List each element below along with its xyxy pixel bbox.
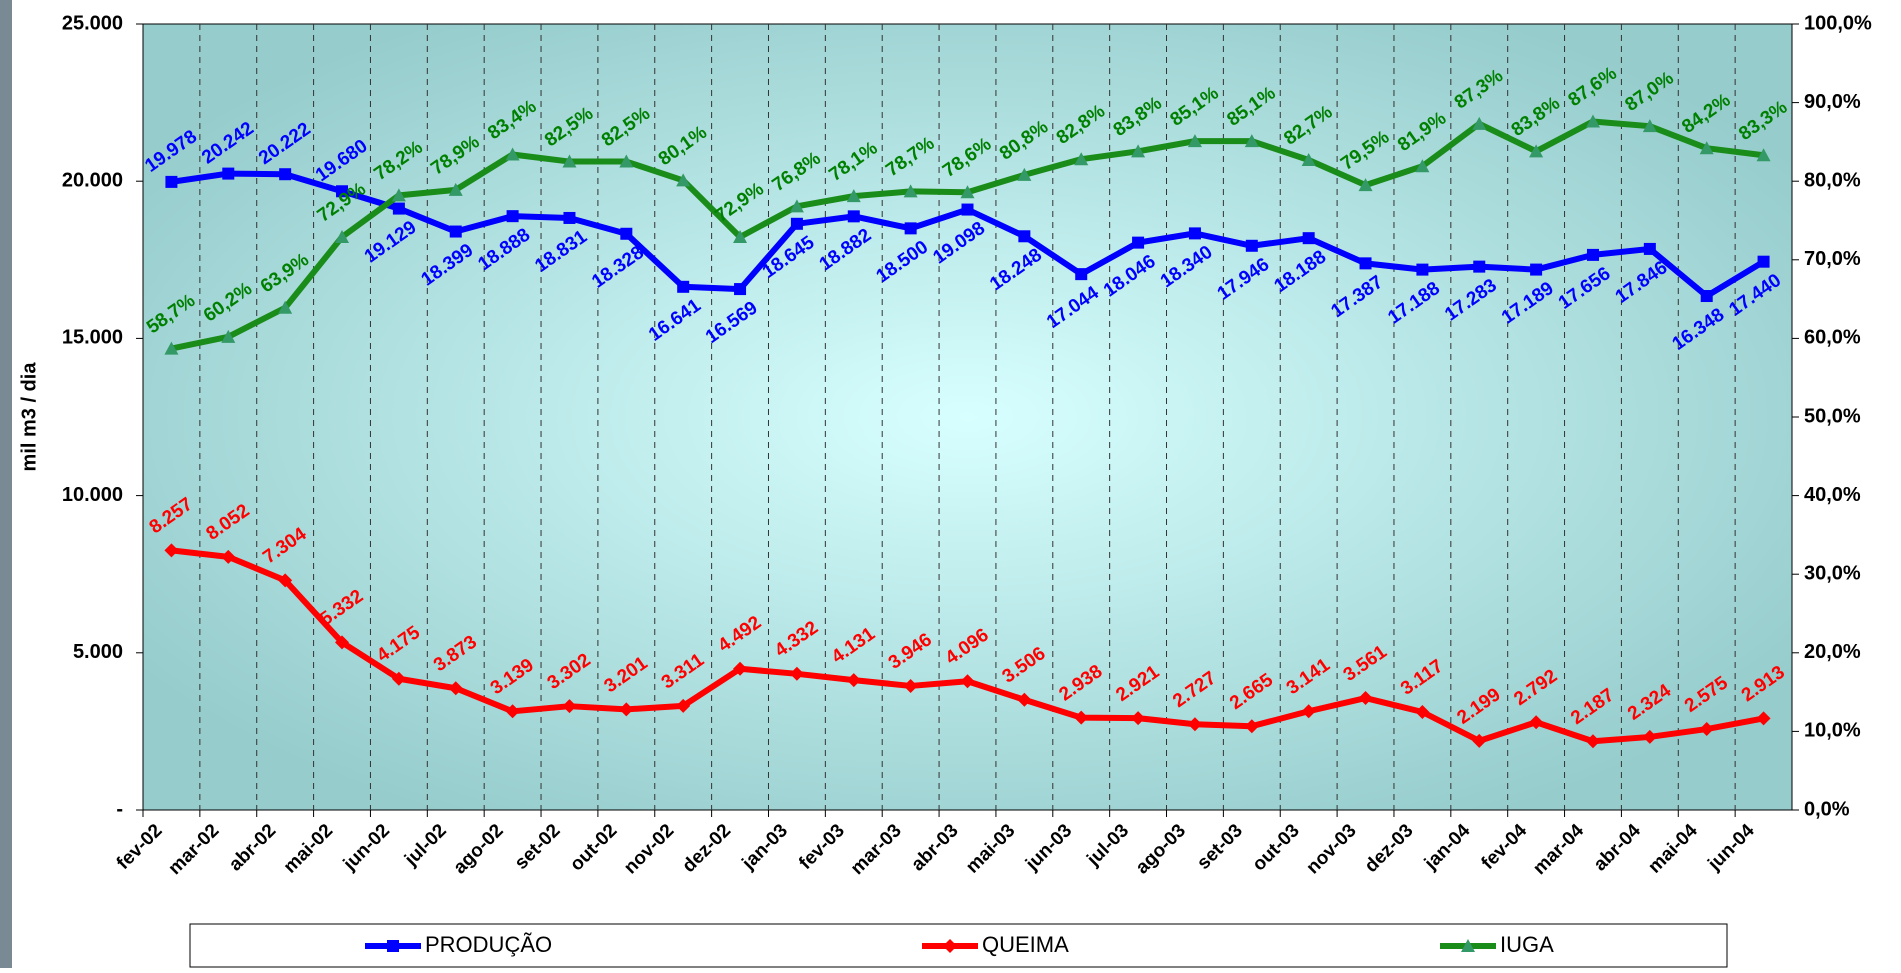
page: mil m3 / dia - 5.000 10.000 15.000 20.000 25.… [0, 0, 1901, 968]
x-tick-label: jul-02 [400, 820, 451, 871]
point [962, 204, 974, 216]
x-tick-label: out-02 [566, 820, 621, 875]
point [387, 940, 399, 952]
point [1018, 230, 1030, 242]
x-tick-label: abr-04 [1590, 820, 1645, 875]
chart: mil m3 / dia - 5.000 10.000 15.000 20.000 25.… [0, 0, 1901, 968]
point [393, 203, 405, 215]
point [905, 222, 917, 234]
y2-tick-label: 60,0% [1804, 327, 1861, 349]
point [563, 212, 575, 224]
point [1758, 256, 1770, 268]
point [1416, 264, 1428, 276]
x-tick-label: fev-04 [1478, 820, 1532, 874]
point [1644, 243, 1656, 255]
y2-tick-label: 100,0% [1804, 12, 1872, 34]
y-tick-label: - [116, 798, 123, 820]
y-tick-label: 5.000 [73, 641, 123, 663]
legend-label: QUEIMA [982, 932, 1069, 957]
x-tick-label: mai-04 [1644, 820, 1702, 878]
x-tick-label: abr-02 [225, 820, 280, 875]
x-tick-label: ago-02 [450, 820, 508, 878]
side-strip [0, 0, 12, 968]
x-tick-label: jul-03 [1083, 820, 1134, 871]
legend-label: PRODUÇÃO [425, 932, 552, 957]
y-tick-label: 20.000 [62, 169, 123, 191]
point [1587, 249, 1599, 261]
y-tick-label: 25.000 [62, 12, 123, 34]
x-tick-label: mai-03 [962, 820, 1019, 877]
x-tick-label: mai-02 [280, 820, 337, 877]
point [1360, 257, 1372, 269]
x-tick-label: jun-02 [339, 820, 394, 875]
y2-tick-label: 50,0% [1804, 405, 1861, 427]
point [222, 168, 234, 180]
x-tick-label: mar-04 [1529, 820, 1588, 879]
y2-tick-label: 0,0% [1804, 798, 1850, 820]
x-tick-label: jan-04 [1420, 820, 1475, 875]
y2-tick-label: 30,0% [1804, 562, 1861, 584]
x-tick-label: mar-03 [847, 820, 906, 879]
point [1530, 264, 1542, 276]
x-tick-label: set-03 [1193, 820, 1247, 874]
y2-tick-label: 20,0% [1804, 641, 1861, 663]
point [1303, 232, 1315, 244]
point [734, 283, 746, 295]
x-tick-label: ago-03 [1132, 820, 1190, 878]
y-tick-label: 10.000 [62, 484, 123, 506]
x-tick-label: dez-02 [678, 820, 735, 877]
x-tick-label: set-02 [511, 820, 565, 874]
point [1473, 261, 1485, 273]
y-tick-label: 15.000 [62, 327, 123, 349]
point [450, 226, 462, 238]
point [1075, 268, 1087, 280]
legend-label: IUGA [1500, 932, 1554, 957]
y-axis-title: mil m3 / dia [18, 362, 40, 472]
point [1189, 227, 1201, 239]
point [620, 228, 632, 240]
x-tick-label: nov-02 [620, 820, 678, 878]
y2-tick-label: 40,0% [1804, 484, 1861, 506]
point [1132, 237, 1144, 249]
point [848, 210, 860, 222]
x-tick-label: abr-03 [907, 820, 962, 875]
y2-tick-label: 90,0% [1804, 91, 1861, 113]
y2-tick-label: 10,0% [1804, 720, 1861, 742]
point [1701, 290, 1713, 302]
x-tick-label: out-03 [1249, 820, 1304, 875]
x-tick-label: jun-04 [1704, 820, 1759, 875]
point [279, 168, 291, 180]
x-tick-label: fev-03 [795, 820, 849, 874]
point [1246, 240, 1258, 252]
x-tick-label: mar-02 [164, 820, 223, 879]
x-tick-label: fev-02 [113, 820, 167, 874]
y2-tick-label: 80,0% [1804, 169, 1861, 191]
point [165, 176, 177, 188]
point [507, 210, 519, 222]
y2-tick-label: 70,0% [1804, 248, 1861, 270]
x-tick-label: nov-03 [1302, 820, 1360, 878]
point [791, 218, 803, 230]
x-tick-label: jun-03 [1021, 820, 1076, 875]
x-tick-label: jan-03 [738, 820, 792, 874]
point [677, 281, 689, 293]
x-tick-label: dez-03 [1361, 820, 1418, 877]
